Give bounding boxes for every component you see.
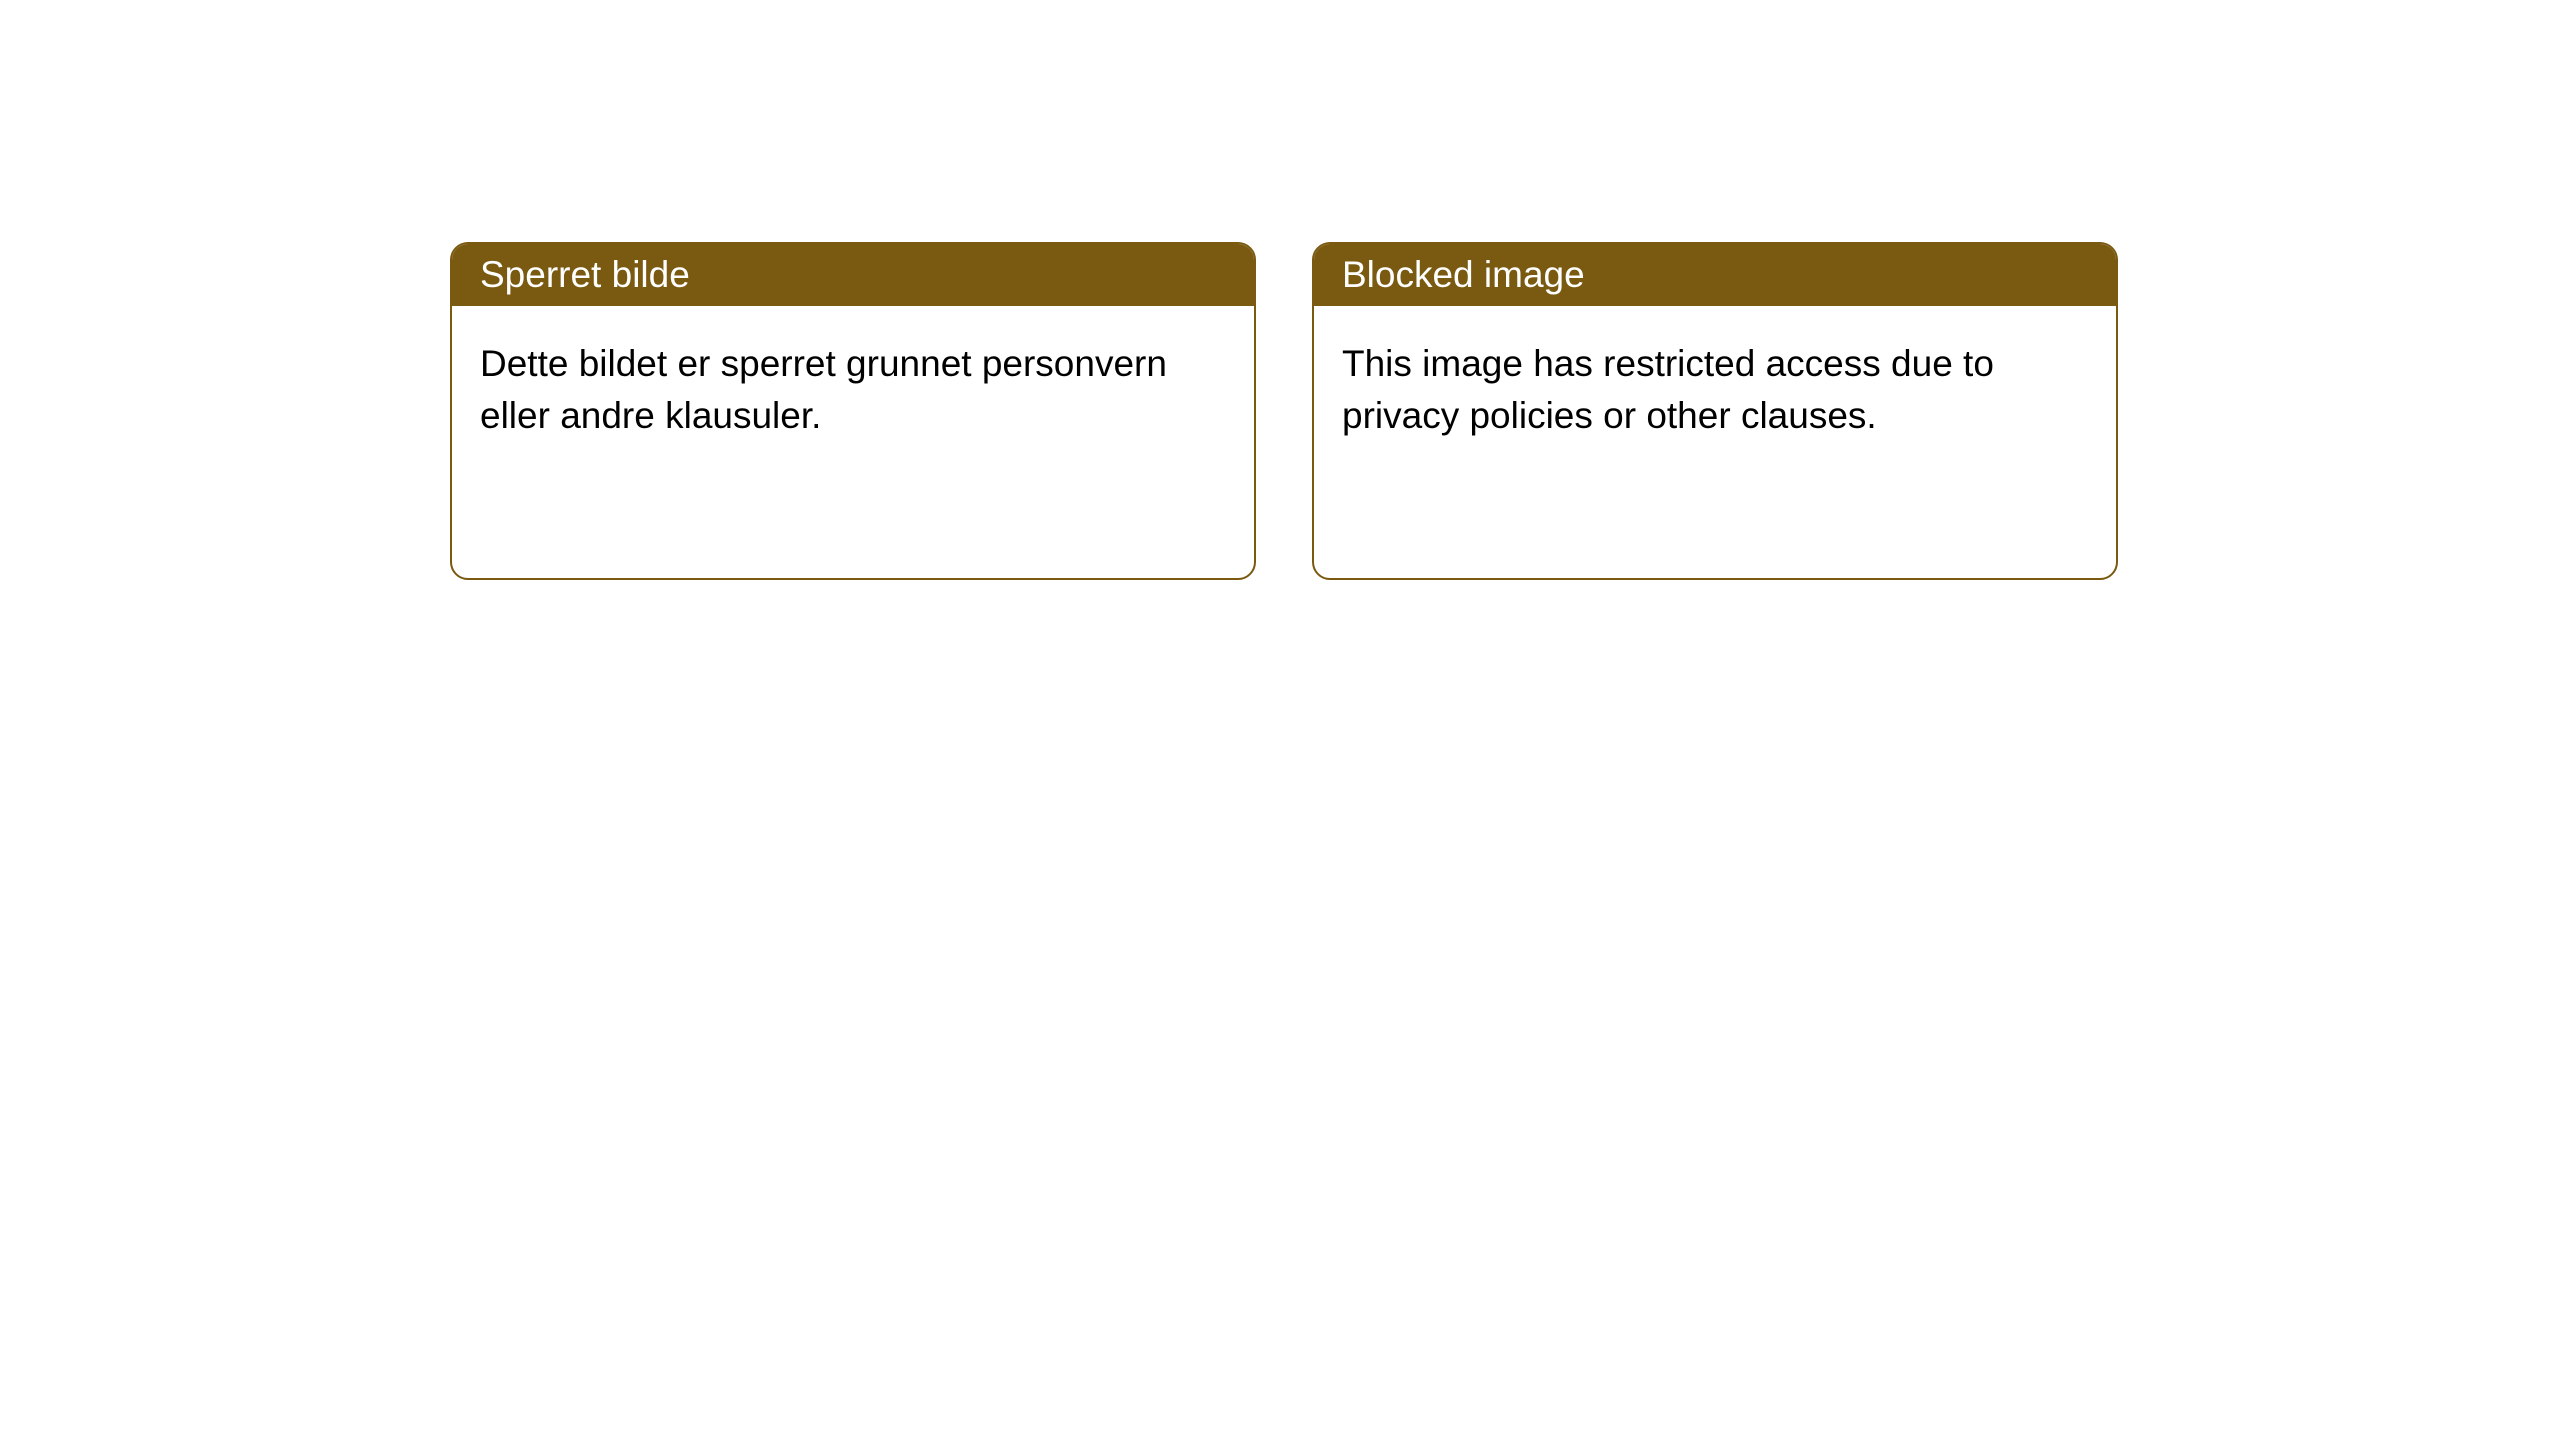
card-body-text-norwegian: Dette bildet er sperret grunnet personve… bbox=[480, 343, 1167, 436]
card-norwegian: Sperret bilde Dette bildet er sperret gr… bbox=[450, 242, 1256, 580]
card-title-english: Blocked image bbox=[1342, 254, 1585, 295]
card-body-english: This image has restricted access due to … bbox=[1314, 306, 2116, 474]
card-header-english: Blocked image bbox=[1314, 244, 2116, 306]
card-header-norwegian: Sperret bilde bbox=[452, 244, 1254, 306]
cards-container: Sperret bilde Dette bildet er sperret gr… bbox=[450, 242, 2560, 580]
card-english: Blocked image This image has restricted … bbox=[1312, 242, 2118, 580]
card-title-norwegian: Sperret bilde bbox=[480, 254, 690, 295]
card-body-text-english: This image has restricted access due to … bbox=[1342, 343, 1994, 436]
card-body-norwegian: Dette bildet er sperret grunnet personve… bbox=[452, 306, 1254, 474]
